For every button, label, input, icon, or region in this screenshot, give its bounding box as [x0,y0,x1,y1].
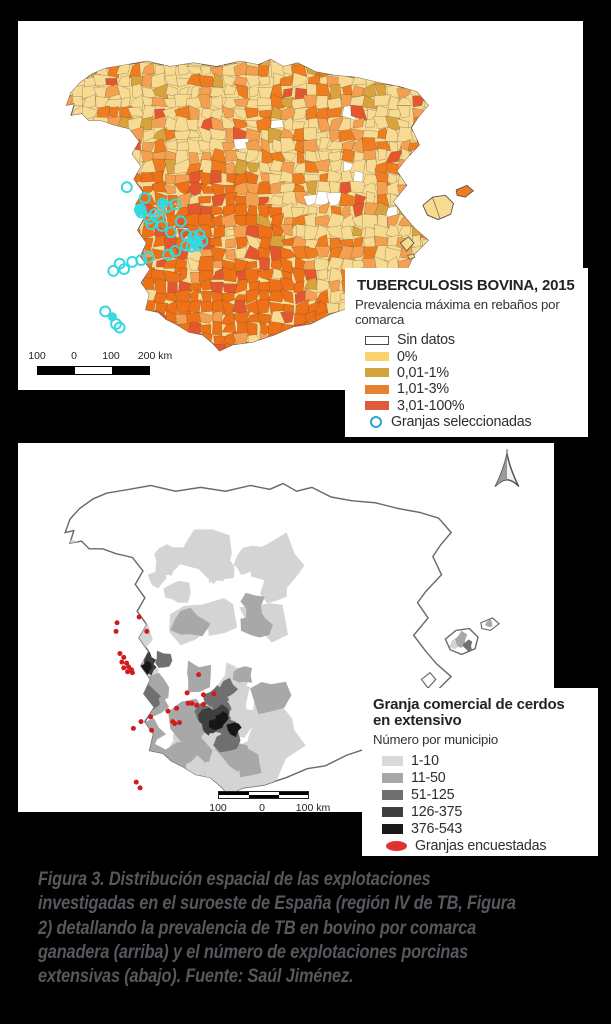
legend-swatch [382,755,403,766]
scale-bar-graphic [218,791,309,799]
legend-swatch [382,823,403,834]
legend-label: Sin datos [397,332,455,349]
legend-swatch [365,401,389,411]
legend-rows: 1-10 11-50 51-125 126-375 376-543 Granjas enc… [371,752,598,854]
bovine-tb-legend: TUBERCULOSIS BOVINA, 2015 Prevalencia má… [345,268,588,437]
surveyed-farm-dot-icon [386,840,407,851]
pig-farm-legend: Granja comercial de cerdos en extensivo … [362,688,598,856]
legend-item: 1,01-3% [365,381,588,397]
legend-swatch [365,384,389,394]
legend-title: Granja comercial de cerdos en extensivo [373,696,565,729]
legend-subtitle: Número por municipio [373,732,498,747]
pig-farm-density-map [64,482,501,796]
legend-item: 0% [365,348,588,365]
legend-item: Sin datos [365,332,588,348]
legend-item: 0,01-1% [365,365,588,381]
legend-item: 11-50 [382,769,598,786]
caption-text: Distribución espacial de las explotacion… [104,869,431,890]
legend-label: 0,01-1% [397,364,449,381]
legend-item: Granjas seleccionadas [365,414,588,430]
legend-label: 0% [397,348,418,365]
legend-swatch [365,352,389,362]
bottom-scale-bar: 100 0 100 km [209,791,368,815]
scale-tick: 100 [28,350,46,362]
selected-farm-circle-icon [370,416,382,429]
caption-line: Figura 3. Distribución espacial de las e… [38,868,606,892]
scale-tick: 0 [259,802,265,814]
top-scale-labels: 100 0 100 200 km [28,350,197,363]
legend-label: 3,01-100% [397,397,465,414]
legend-item: 126-375 [382,803,598,820]
legend-label: 1,01-3% [397,381,449,398]
top-scale-bar: 100 0 100 200 km [28,350,197,375]
north-arrow-icon [492,449,522,491]
caption-line: 2) detallando la prevalencia de TB en bo… [38,917,477,939]
caption-figure-label: Figura 3. [38,869,105,890]
pig-farm-map-panel: 100 0 100 km [18,443,554,815]
legend-swatch [382,789,403,800]
scale-tick: 0 [71,350,77,362]
legend-rows: Sin datos 0% 0,01-1% 1,01-3% 3,01-100% Granja… [350,332,588,430]
legend-swatch [382,772,403,783]
legend-label: 126-375 [411,803,463,820]
legend-swatch [382,806,403,817]
scale-tick: 200 km [137,350,173,362]
scale-tick: 100 km [295,802,331,814]
legend-label: 376-543 [411,820,463,837]
caption-line: extensivas (abajo). Fuente: Saúl Jiménez… [38,966,354,988]
legend-item: 51-125 [382,786,598,803]
scale-bar-graphic [37,366,150,375]
legend-item: 3,01-100% [365,398,588,414]
scale-tick: 100 [102,350,120,362]
legend-label: Granjas encuestadas [415,837,547,854]
legend-swatch [365,368,389,378]
caption-lines: investigadas en el suroeste de España (r… [38,892,606,989]
legend-swatch [365,335,389,345]
legend-item: 1-10 [382,752,598,769]
legend-label: 51-125 [411,786,455,803]
legend-item: 376-543 [382,820,598,837]
scale-tick: 100 [209,802,227,814]
legend-title: TUBERCULOSIS BOVINA, 2015 [357,277,575,294]
caption-line: ganadera (arriba) y el número de explota… [38,941,469,963]
caption-line: investigadas en el suroeste de España (r… [38,893,516,915]
figure-caption: Figura 3. Distribución espacial de las e… [38,868,606,989]
legend-item: Granjas encuestadas [382,837,598,854]
legend-label: 11-50 [411,769,446,786]
legend-label: 1-10 [411,752,439,769]
legend-subtitle: Prevalencia máxima en rebaños por comarc… [355,297,560,327]
bottom-scale-labels: 100 0 100 km [209,802,368,815]
legend-label: Granjas seleccionadas [391,414,532,431]
